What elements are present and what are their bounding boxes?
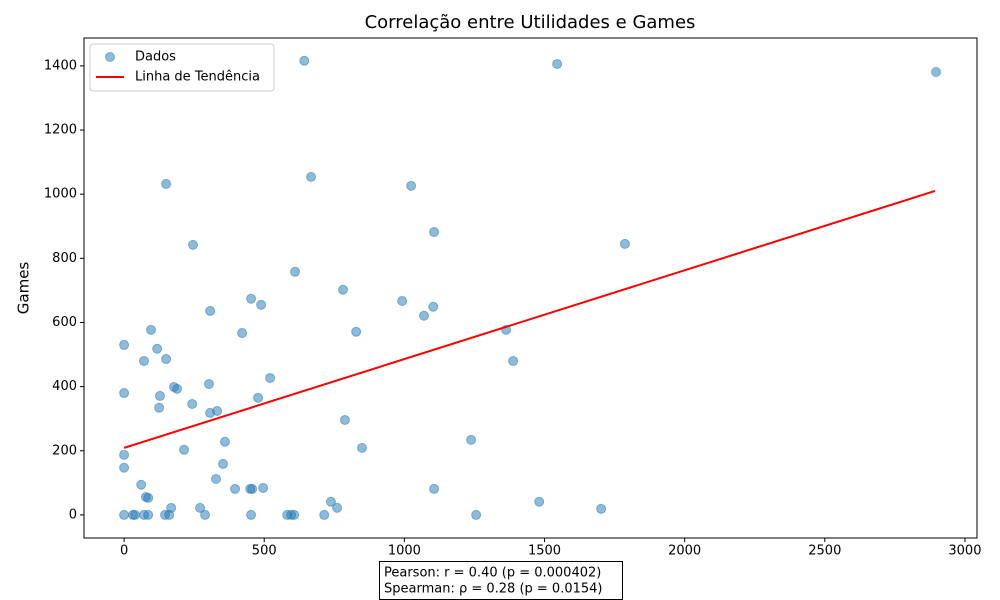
data-point [218,458,229,469]
x-tick-label: 1000 [388,544,421,559]
data-point [357,442,368,453]
chart-title: Correlação entre Utilidades e Games [365,12,696,33]
y-tick-label: 1200 [44,123,77,138]
data-point [230,483,241,494]
data-point [164,509,175,520]
data-point [246,509,257,520]
legend-label: Dados [135,50,176,65]
legend-label: Linha de Tendência [135,70,260,85]
data-point [253,392,264,403]
y-tick-label: 200 [52,443,77,458]
data-point [337,284,348,295]
data-point [119,339,130,350]
data-point [418,310,429,321]
data-point [299,55,310,66]
data-point [339,414,350,425]
data-point [205,305,216,316]
y-tick-label: 400 [52,379,77,394]
legend-box [89,43,275,92]
data-point [429,227,440,238]
data-point [237,328,248,339]
data-point [397,295,408,306]
data-point [931,66,942,77]
data-point [119,509,130,520]
data-point [508,355,519,366]
legend-marker [105,52,115,62]
data-point [471,509,482,520]
data-point [161,354,172,365]
data-point [211,473,222,484]
data-point [466,434,477,445]
data-point [138,355,149,366]
y-tick-label: 800 [52,251,77,266]
data-point [154,402,165,413]
data-point [204,379,215,390]
data-point [246,293,257,304]
x-tick-label: 1500 [528,544,561,559]
data-point [119,462,130,473]
x-tick-label: 3000 [948,544,981,559]
data-point [289,509,300,520]
data-point [154,390,165,401]
data-point [172,383,183,394]
data-point [143,492,154,503]
x-tick-label: 500 [252,544,277,559]
y-tick-label: 0 [69,507,77,522]
data-point [258,482,269,493]
data-point [136,479,147,490]
data-point [130,509,141,520]
annotation-text: Pearson: r = 0.40 (p = 0.000402) [384,566,601,581]
data-point [200,509,211,520]
y-tick-label: 1000 [44,187,77,202]
plot-frame [83,37,978,539]
x-tick-label: 2500 [808,544,841,559]
data-point [534,496,545,507]
data-point [351,326,362,337]
data-point [212,405,223,416]
data-point [119,449,130,460]
data-point [188,239,199,250]
data-point [552,58,563,69]
data-point [247,483,258,494]
data-point [195,502,206,513]
data-point [429,483,440,494]
data-point [145,324,156,335]
data-point [406,180,417,191]
data-point [119,388,130,399]
data-point [143,509,154,520]
data-point [319,509,330,520]
annotation-text: Spearman: ρ = 0.28 (p = 0.0154) [384,582,603,597]
data-point [290,266,301,277]
data-point [161,178,172,189]
y-axis-label: Games [15,262,33,315]
trend-line [123,190,936,449]
x-tick-label: 0 [120,544,128,559]
data-point [256,299,267,310]
data-point [332,502,343,513]
annotation-box [379,561,623,600]
data-point [152,343,163,354]
x-tick-label: 2000 [668,544,701,559]
data-point [187,398,198,409]
data-point [428,301,439,312]
data-point [219,436,230,447]
y-tick-label: 600 [52,315,77,330]
y-tick-label: 1400 [44,58,77,73]
data-point [619,238,630,249]
data-point [265,372,276,383]
data-point [325,496,336,507]
data-point [179,444,190,455]
data-point [596,503,607,514]
data-point [306,171,317,182]
